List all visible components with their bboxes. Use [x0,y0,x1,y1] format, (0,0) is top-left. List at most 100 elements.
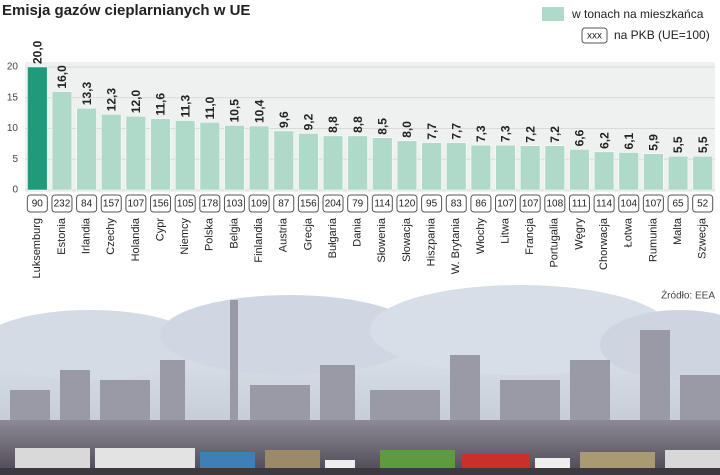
pkb-value: 108 [546,199,563,210]
pkb-value: 86 [475,199,487,210]
pkb-value: 107 [522,199,539,210]
value-label: 8,8 [326,116,340,133]
pkb-value: 52 [697,199,709,210]
pkb-box [248,194,270,213]
pkb-value: 103 [226,199,243,210]
bar [667,155,689,191]
pkb-value: 107 [128,199,145,210]
pkb-box [51,194,73,213]
value-label: 12,0 [129,90,143,114]
value-label: 7,7 [425,123,439,140]
bar [51,91,73,191]
value-label: 5,5 [696,136,710,153]
value-label: 6,2 [597,132,611,149]
bar [618,152,639,191]
bar [692,155,713,191]
value-label: 8,8 [351,116,365,133]
chart-title: Emisja gazów cieplarnianych w UE [2,2,250,19]
pkb-box [544,194,566,213]
value-label: 7,2 [548,126,562,143]
value-label: 11,0 [203,96,217,119]
x-tick-label: Polska [204,217,216,251]
y-tick-label: 15 [7,92,19,103]
vehicles [15,448,720,468]
pkb-box [100,194,122,213]
bar [76,107,97,191]
bar [175,120,196,191]
y-tick-label: 20 [7,62,19,73]
bar [643,153,664,191]
value-label: 10,4 [252,99,266,123]
legend-swatch [542,7,564,21]
x-tick-label: Luksemburg [31,218,43,279]
pkb-box [470,194,492,213]
x-tick-label: Czechy [105,218,117,255]
bar [150,118,171,191]
pkb-box [174,194,196,213]
value-label: 9,2 [302,113,316,130]
bar [249,125,270,191]
bar [544,145,565,191]
x-tick-label: Estonia [56,217,68,255]
x-tick-label: Holandia [130,217,142,261]
city-scene [0,285,720,475]
legend-box [581,27,608,44]
pkb-value: 104 [620,199,637,210]
pkb-value: 79 [352,199,364,210]
x-tick-label: Malta [672,217,684,245]
bar [470,144,491,191]
value-label: 20,0 [30,40,44,64]
x-tick-label: Słowacja [401,217,413,262]
value-label: 11,3 [178,94,192,117]
x-tick-label: Dania [352,217,364,247]
x-tick-label: Łotwa [623,217,635,247]
pkb-box [618,194,640,213]
pkb-box [150,194,172,213]
pkb-box [125,194,147,213]
bar [347,135,368,191]
pkb-box [347,194,369,213]
pkb-value: 156 [152,199,169,210]
bar [273,130,294,191]
bar [101,114,122,191]
x-tick-label: Litwa [499,217,511,244]
y-tick-label: 10 [7,123,19,134]
pkb-value: 157 [103,199,120,210]
pkb-value: 156 [300,199,317,210]
legend-box-label: na PKB (UE=100) [614,28,710,42]
value-label: 5,5 [671,136,685,153]
x-tick-label: Słowenia [376,217,388,263]
value-label: 9,6 [277,111,291,128]
legend-label: w tonach na mieszkańca [571,7,704,21]
bar [446,142,467,191]
x-tick-label: Irlandia [81,217,93,254]
x-tick-label: Włochy [475,218,487,255]
x-tick-label: Finlandia [253,217,265,263]
pkb-box [692,194,714,213]
bar [322,135,344,191]
pkb-value: 178 [201,199,218,210]
x-tick-label: Grecja [302,217,314,250]
bar [199,122,220,191]
bar [520,145,541,191]
pkb-box [322,194,344,213]
x-tick-label: Belgia [228,217,240,248]
pkb-value: 83 [451,199,463,210]
pkb-box [421,194,443,213]
pkb-box [223,194,245,213]
pkb-value: 109 [251,199,268,210]
pkb-box [396,194,418,213]
x-tick-label: W. Brytania [450,217,462,274]
pkb-value: 90 [32,199,44,210]
bar [224,125,245,191]
pkb-box [76,194,98,213]
value-label: 11,6 [154,93,168,116]
pkb-box [568,194,590,213]
bar [421,142,442,191]
bar [569,149,590,191]
x-tick-label: Bułgaria [327,217,339,258]
x-tick-label: Szwecja [697,217,709,259]
x-tick-label: Rumunia [647,217,659,262]
pkb-value: 111 [572,199,588,210]
